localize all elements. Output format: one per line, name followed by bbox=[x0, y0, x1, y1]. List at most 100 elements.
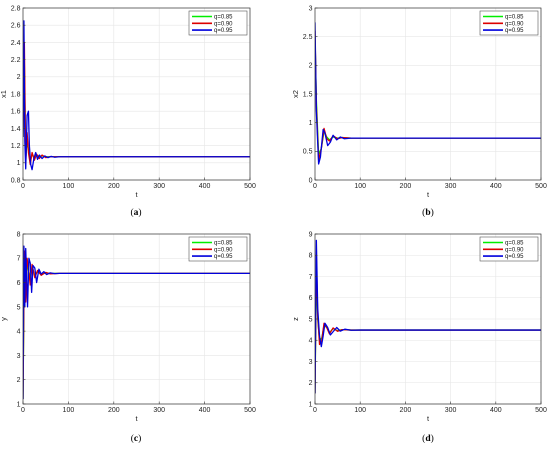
y-axis-label: x1 bbox=[0, 90, 8, 98]
y-axis-label: z bbox=[291, 317, 300, 321]
legend-label: q=0.85 bbox=[214, 15, 233, 21]
chart-panel-d: 0 100 200 300 400 500 1 2 3 4 5 6 7 8 9 t z q=0.85q=0.90q… bbox=[291, 231, 547, 444]
x-tick-label: 500 bbox=[244, 407, 256, 414]
legend-box bbox=[188, 10, 248, 36]
x-tick-label: 400 bbox=[490, 183, 502, 190]
legend-label: q=0.90 bbox=[214, 21, 233, 27]
legend-label: q=0.90 bbox=[505, 247, 524, 253]
x-axis-label: t bbox=[135, 190, 138, 199]
legend-label: q=0.90 bbox=[214, 247, 233, 253]
y-tick-label: 2.5 bbox=[303, 34, 313, 41]
x-tick-label: 300 bbox=[445, 407, 457, 414]
panel-caption: (d) bbox=[422, 433, 434, 444]
x-tick-label: 0 bbox=[21, 407, 25, 414]
y-tick-label: 1.2 bbox=[11, 143, 21, 150]
panel-caption: (b) bbox=[422, 207, 434, 218]
series-line-q=0.90 bbox=[315, 254, 541, 394]
x-tick-label: 400 bbox=[199, 183, 211, 190]
x-tick-label: 300 bbox=[153, 407, 165, 414]
series-line-q=0.85 bbox=[23, 63, 250, 162]
y-tick-label: 1.4 bbox=[11, 126, 21, 133]
y-tick-label: 1 bbox=[17, 401, 21, 408]
series-line-q=0.85 bbox=[315, 271, 541, 394]
y-tick-label: 7 bbox=[17, 256, 21, 263]
series-line-q=0.95 bbox=[315, 239, 541, 394]
y-tick-label: 4 bbox=[309, 338, 313, 345]
y-tick-label: 2.8 bbox=[11, 5, 21, 12]
y-tick-label: 3 bbox=[17, 353, 21, 360]
legend-label: q=0.95 bbox=[214, 28, 233, 34]
legend-label: q=0.95 bbox=[214, 254, 233, 260]
series-line-q=0.90 bbox=[315, 30, 541, 161]
x-tick-label: 0 bbox=[21, 183, 25, 190]
x-tick-label: 400 bbox=[490, 407, 502, 414]
legend-label: q=0.85 bbox=[505, 15, 524, 21]
y-tick-label: 2.6 bbox=[11, 23, 21, 30]
x-tick-label: 500 bbox=[535, 407, 547, 414]
x-tick-label: 100 bbox=[63, 407, 75, 414]
y-tick-label: 2.4 bbox=[11, 40, 21, 47]
legend-label: q=0.85 bbox=[214, 241, 233, 247]
y-tick-label: 1 bbox=[309, 120, 313, 127]
y-tick-label: 3 bbox=[309, 359, 313, 366]
legend-label: q=0.95 bbox=[505, 254, 524, 260]
x-tick-label: 100 bbox=[63, 183, 75, 190]
y-tick-label: 1 bbox=[17, 160, 21, 167]
y-tick-label: 7 bbox=[309, 274, 313, 281]
y-tick-label: 3 bbox=[309, 5, 313, 12]
y-tick-label: 0.5 bbox=[303, 149, 313, 156]
series-line-q=0.90 bbox=[23, 41, 250, 166]
legend-label: q=0.95 bbox=[505, 28, 524, 34]
y-tick-label: 2.2 bbox=[11, 57, 21, 64]
y-tick-label: 2 bbox=[309, 63, 313, 70]
x-tick-label: 200 bbox=[400, 183, 412, 190]
axes-frame bbox=[22, 233, 251, 405]
x-tick-label: 300 bbox=[445, 183, 457, 190]
y-tick-label: 2 bbox=[17, 74, 21, 81]
x-tick-label: 200 bbox=[108, 407, 120, 414]
series-line-q=0.85 bbox=[315, 36, 541, 155]
y-tick-label: 1.8 bbox=[11, 91, 21, 98]
y-tick-label: 1 bbox=[309, 401, 313, 408]
y-tick-label: 6 bbox=[309, 295, 313, 302]
chart-panel-a: 0 100 200 300 400 500 0.8 1 1.2 1.4 1.6 1.8 2 2.2 2.4 2… bbox=[0, 5, 256, 218]
x-tick-label: 300 bbox=[153, 183, 165, 190]
x-axis-label: t bbox=[135, 414, 138, 423]
panel-caption: (a) bbox=[130, 207, 141, 218]
series-line-q=0.95 bbox=[23, 20, 250, 171]
x-tick-label: 100 bbox=[354, 183, 366, 190]
legend-label: q=0.90 bbox=[505, 21, 524, 27]
y-tick-label: 4 bbox=[17, 329, 21, 336]
x-tick-label: 100 bbox=[354, 407, 366, 414]
series-line-q=0.95 bbox=[315, 22, 541, 165]
y-tick-label: 8 bbox=[309, 253, 313, 260]
series-line-q=0.95 bbox=[23, 245, 250, 400]
panel-caption: (c) bbox=[131, 433, 142, 444]
x-tick-label: 0 bbox=[313, 407, 317, 414]
y-tick-label: 1.6 bbox=[11, 109, 21, 116]
x-tick-label: 500 bbox=[244, 183, 256, 190]
y-tick-label: 9 bbox=[309, 231, 313, 238]
x-axis-label: t bbox=[427, 190, 430, 199]
x-tick-label: 200 bbox=[108, 183, 120, 190]
y-tick-label: 0.8 bbox=[11, 177, 21, 184]
x-tick-label: 400 bbox=[199, 407, 211, 414]
y-axis-label: x2 bbox=[291, 90, 300, 98]
x-tick-label: 500 bbox=[535, 183, 547, 190]
chart-panel-c: 0 100 200 300 400 500 1 2 3 4 5 6 7 8 t y q=0.85q=0.90q=… bbox=[0, 231, 256, 444]
y-tick-label: 1.5 bbox=[303, 91, 313, 98]
y-tick-label: 0 bbox=[309, 177, 313, 184]
chart-panel-b: 0 100 200 300 400 50000.511.522.53tx2q=0.85q=… bbox=[291, 5, 547, 218]
y-tick-label: 8 bbox=[17, 231, 21, 238]
series-line-q=0.85 bbox=[23, 257, 250, 400]
x-tick-label: 200 bbox=[400, 407, 412, 414]
legend-label: q=0.85 bbox=[505, 241, 524, 247]
x-tick-label: 0 bbox=[313, 183, 317, 190]
y-tick-label: 2 bbox=[309, 380, 313, 387]
y-tick-label: 5 bbox=[309, 316, 313, 323]
y-tick-label: 2 bbox=[17, 377, 21, 384]
x-axis-label: t bbox=[427, 414, 430, 423]
y-tick-label: 6 bbox=[17, 280, 21, 287]
y-axis-label: y bbox=[0, 317, 8, 321]
